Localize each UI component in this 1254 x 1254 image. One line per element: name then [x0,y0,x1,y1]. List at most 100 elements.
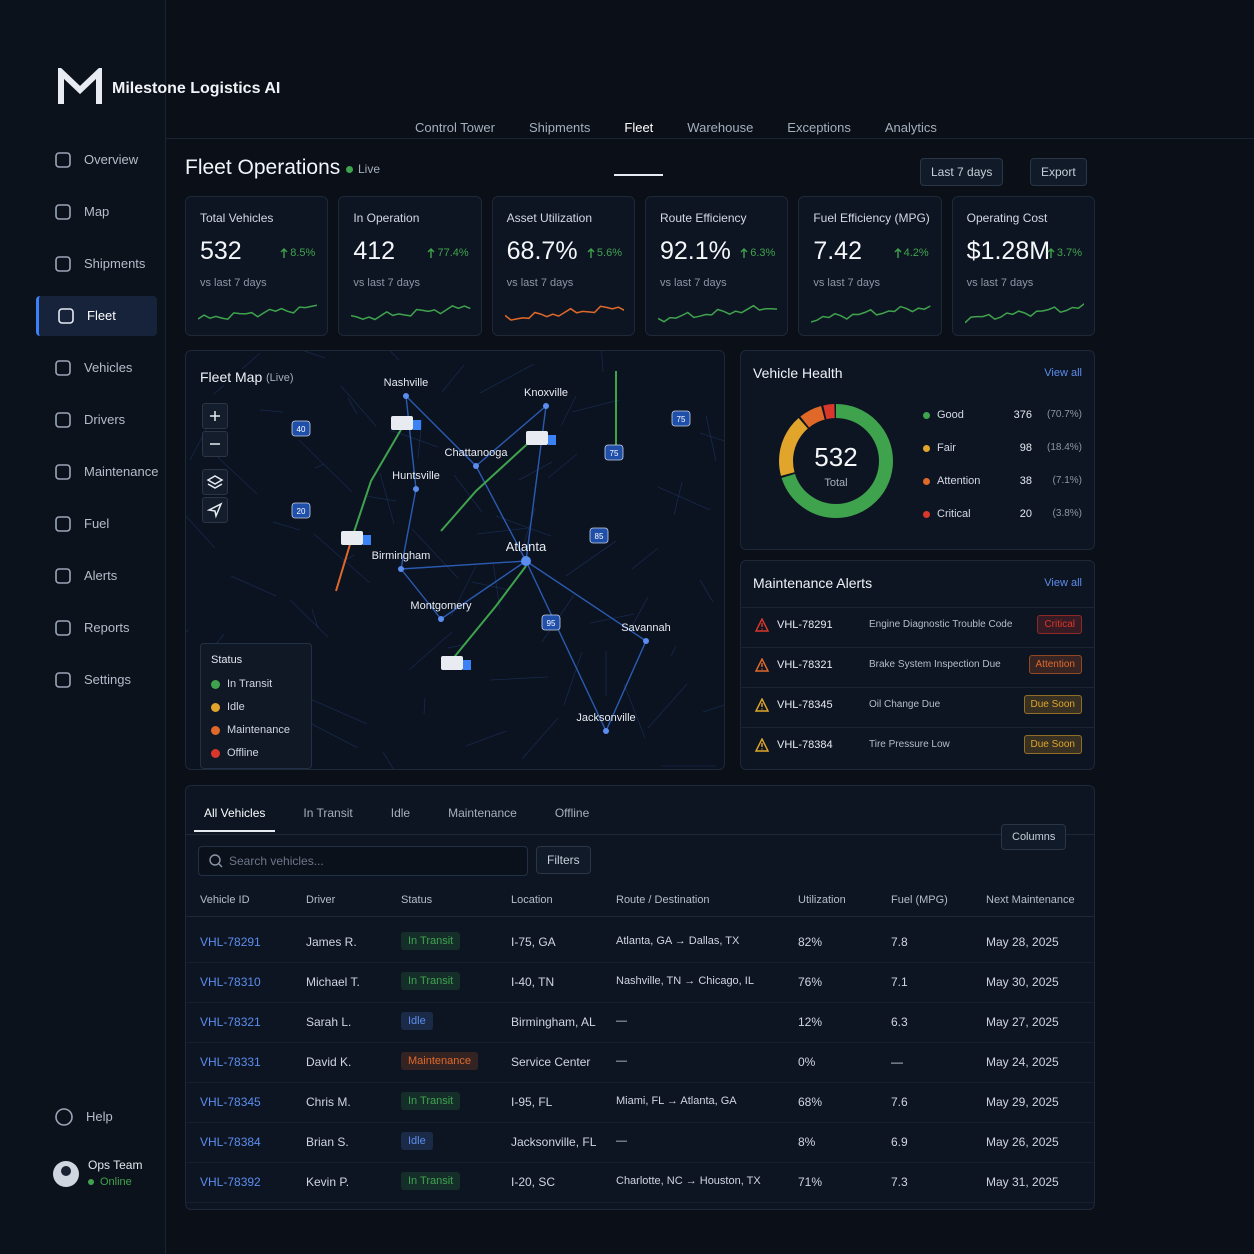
table-row[interactable]: VHL-78392 Kevin P. In Transit I-20, SC Charl… [186,1162,1094,1203]
sidebar-item[interactable]: Alerts [36,556,157,596]
alert-row[interactable]: VHL-78345 Oil Change Due Due Soon [741,687,1094,724]
vehicle-id-link[interactable]: VHL-78321 [200,1015,261,1029]
nav-tab[interactable]: Warehouse [687,120,754,135]
sidebar-icon [55,412,71,428]
sparkline-line [504,305,624,321]
highway-number: 75 [610,449,619,458]
city-dot [398,566,404,572]
table-tab[interactable]: Idle [390,806,411,820]
route [350,420,407,542]
sidebar-item[interactable]: Overview [36,140,157,180]
road [365,495,397,502]
icon-shape [55,1108,73,1126]
sidebar-item[interactable]: Drivers [36,400,157,440]
sidebar-item[interactable]: Settings [36,660,157,700]
sidebar-item[interactable]: Fleet [36,296,157,336]
nav-tab[interactable]: Exceptions [787,120,851,135]
table-row[interactable]: VHL-78345 Chris M. In Transit I-95, FL Miami… [186,1082,1094,1123]
alert-vehicle: VHL-78321 [777,659,833,671]
city-dot [521,556,531,566]
table-tab[interactable]: In Transit [303,806,353,820]
export-button[interactable]: Export [1030,158,1087,186]
table-tab[interactable]: All Vehicles [194,800,276,832]
locate-button[interactable] [202,497,228,523]
table-cell: May 27, 2025 [986,1015,1059,1029]
kpi-change-value: 77.4% [437,247,469,259]
zoom-out-button[interactable] [202,431,228,457]
sidebar-item[interactable]: Shipments [36,244,157,284]
road [521,717,559,760]
sidebar-icon [58,308,74,324]
vehicle-id-link[interactable]: VHL-78331 [200,1055,261,1069]
table-row[interactable]: VHL-78384 Brian S. Idle Jacksonville, FL — 8%… [186,1122,1094,1163]
kpi-change: 4.2% [894,247,929,259]
sidebar-item[interactable]: Maintenance [36,452,158,492]
sidebar-item[interactable]: Reports [36,608,157,648]
table-row[interactable]: VHL-78321 Sarah L. Idle Birmingham, AL — 12% 6… [186,1002,1094,1043]
vehicle-id-link[interactable]: VHL-78345 [200,1095,261,1109]
table-row[interactable]: VHL-78331 David K. Maintenance Service Cent… [186,1042,1094,1083]
health-pct: (3.8%) [1052,508,1082,519]
road [453,474,483,513]
status-dot [88,1179,94,1185]
sparkline [811,305,931,323]
table-tab[interactable]: Maintenance [448,806,517,820]
kpi-value: 412 [353,237,396,265]
help-link[interactable]: Help [54,1106,154,1130]
alert-row[interactable]: VHL-78321 Brake System Inspection Due Atte… [741,647,1094,684]
table-cell: 76% [798,975,823,989]
nav-tab[interactable]: Control Tower [415,120,495,135]
table-cell: 7.1 [891,975,908,989]
column-header: Status [401,894,433,906]
table-cell: Brian S. [306,1135,349,1149]
layers-button[interactable] [202,469,228,495]
nav-tab[interactable]: Shipments [528,120,591,135]
highway-number: 85 [595,532,604,541]
road [441,364,465,393]
search-box[interactable]: Search vehicles... [198,846,528,876]
date-range-button[interactable]: Last 7 days [920,158,1004,186]
vehicle-id-link[interactable]: VHL-78310 [200,975,261,989]
nav-tab[interactable]: Analytics [884,120,937,135]
vehicle-id-link[interactable]: VHL-78392 [200,1175,261,1189]
table-row[interactable]: VHL-78291 James R. In Transit I-75, GA Atlan… [186,922,1094,963]
icon-shape [55,672,71,688]
table-cell: May 29, 2025 [986,1095,1059,1109]
table-tab[interactable]: Offline [554,806,590,820]
kpi-note: vs last 7 days [660,277,727,289]
road [186,515,216,549]
vehicle-id-link[interactable]: VHL-78384 [200,1135,261,1149]
sidebar-item[interactable]: Map [36,192,157,232]
highway [405,395,477,467]
columns-button[interactable]: Columns [1001,824,1067,850]
road [523,507,536,545]
view-all-link[interactable]: View all [1044,367,1082,379]
table-cell: James R. [306,935,357,949]
health-count: 376 [1013,409,1032,421]
icon-shape [55,256,71,272]
alert-row[interactable]: VHL-78291 Engine Diagnostic Trouble Code C… [741,607,1094,644]
sidebar-item[interactable]: Fuel [36,504,157,544]
table-row[interactable]: VHL-78310 Michael T. In Transit I-40, TN Nas… [186,962,1094,1003]
zoom-in-button[interactable] [202,403,228,429]
donut-total: 532 [814,442,857,472]
sidebar-icon [55,204,71,220]
view-all-link[interactable]: View all [1044,577,1082,589]
highway-number: 95 [547,619,556,628]
highway [475,465,527,562]
nav-tab[interactable]: Fleet [614,112,664,176]
table-cell: Chris M. [306,1095,351,1109]
vehicle-id-link[interactable]: VHL-78291 [200,935,261,949]
sparkline-line [198,304,318,321]
road [647,683,688,729]
sidebar-item[interactable]: Vehicles [36,348,157,388]
status-badge: In Transit [401,932,461,950]
highway-number: 20 [297,507,306,516]
sidebar-label: Alerts [84,568,118,583]
table-cell: 71% [798,1175,823,1189]
alert-row[interactable]: VHL-78384 Tire Pressure Low Due Soon [741,727,1094,764]
filters-button[interactable]: Filters [536,846,591,874]
kpi-label: Route Efficiency [660,211,747,225]
